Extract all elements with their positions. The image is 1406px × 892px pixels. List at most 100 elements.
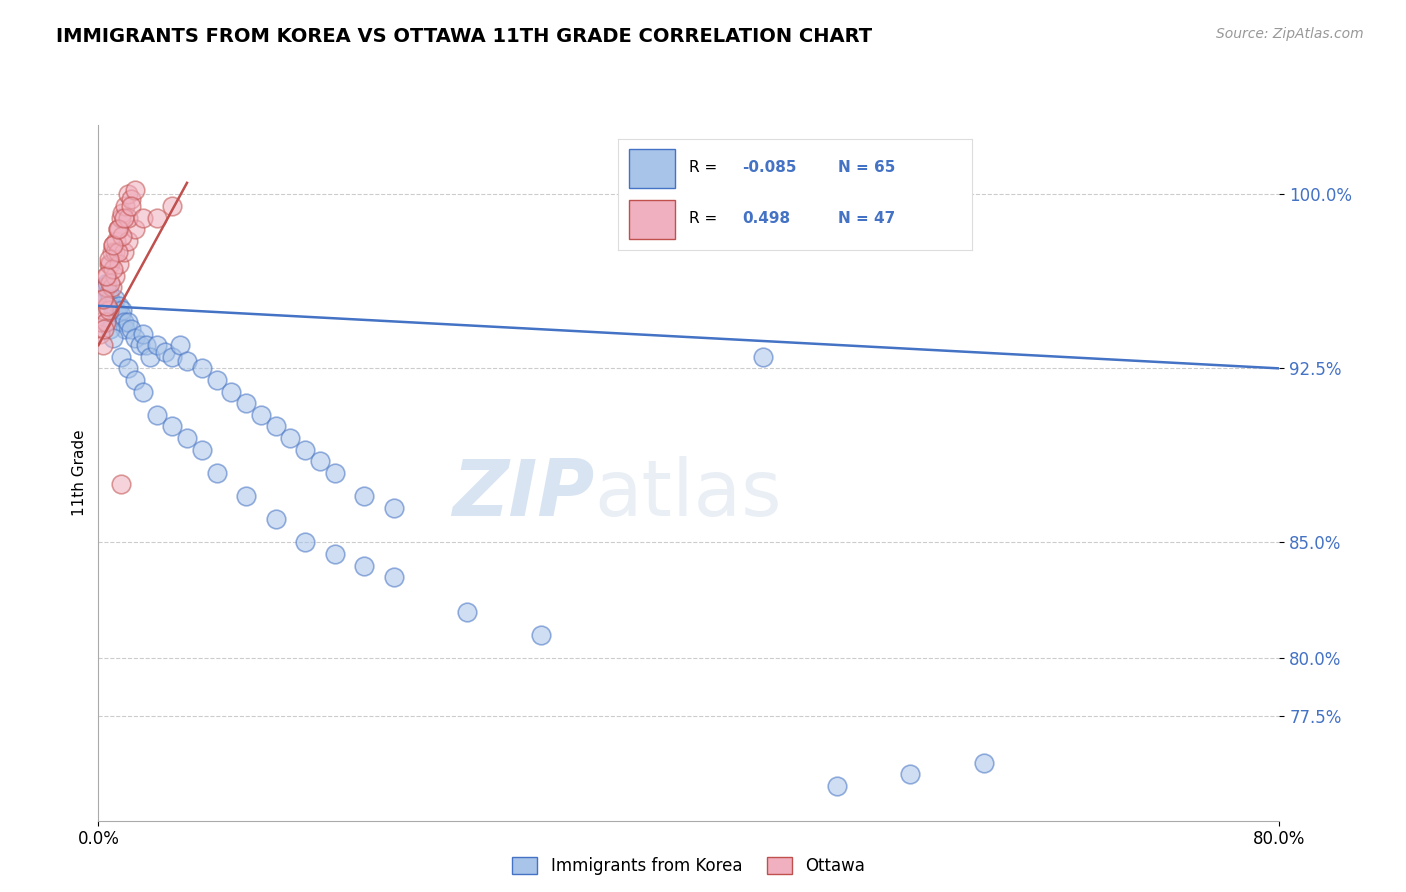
Y-axis label: 11th Grade: 11th Grade [72,429,87,516]
Point [139,350,162,364]
Point [107,245,129,260]
Point [97,303,120,318]
Point [323,547,346,561]
Point [111,229,134,244]
Point [111,206,134,220]
Point [103,238,125,252]
Point [191,442,214,457]
Point [98,257,121,271]
Point [93,322,115,336]
Point [107,308,129,322]
Point [973,756,995,770]
Point [117,187,139,202]
Point [176,431,198,445]
Point [110,350,132,364]
Point [162,350,183,364]
Point [124,183,146,197]
Point [530,628,553,642]
Point [382,570,405,584]
Point [114,199,136,213]
Point [98,276,121,290]
Point [104,292,127,306]
Point [117,361,139,376]
Point [96,299,118,313]
Point [235,489,257,503]
Point [162,199,183,213]
Point [120,322,142,336]
Point [205,466,228,480]
Point [124,373,146,387]
Point [153,345,176,359]
Point [111,303,134,318]
Point [97,252,120,267]
Point [107,222,129,236]
Point [264,512,287,526]
Legend: Immigrants from Korea, Ottawa: Immigrants from Korea, Ottawa [506,850,872,882]
Point [219,384,243,399]
Point [97,285,120,299]
Point [98,292,121,306]
Point [135,338,157,352]
Point [169,338,191,352]
Point [112,211,135,225]
Point [353,489,375,503]
Text: IMMIGRANTS FROM KOREA VS OTTAWA 11TH GRADE CORRELATION CHART: IMMIGRANTS FROM KOREA VS OTTAWA 11TH GRA… [56,27,872,45]
Point [112,245,135,260]
Point [100,245,122,260]
Point [94,268,117,283]
Point [117,234,139,248]
Point [91,303,114,318]
Point [94,315,117,329]
Point [751,350,773,364]
Point [94,315,117,329]
Point [382,500,405,515]
Point [309,454,332,468]
Point [124,222,146,236]
Point [98,322,121,336]
Point [100,299,122,313]
Point [294,535,316,549]
Point [90,315,112,329]
Text: Source: ZipAtlas.com: Source: ZipAtlas.com [1216,27,1364,41]
Point [146,408,169,422]
Point [278,431,302,445]
Point [120,192,142,206]
Point [825,779,848,793]
Point [91,292,114,306]
Point [96,268,118,283]
Point [124,331,146,345]
Text: atlas: atlas [595,456,782,532]
Point [100,280,122,294]
Point [456,605,478,619]
Point [205,373,228,387]
Point [132,211,155,225]
Point [235,396,257,410]
Text: ZIP: ZIP [453,456,595,532]
Point [900,767,922,781]
Point [105,234,128,248]
Point [120,199,142,213]
Point [191,361,214,376]
Point [93,285,115,299]
Point [110,211,132,225]
Point [90,292,112,306]
Point [97,257,120,271]
Point [110,477,132,491]
Point [104,268,127,283]
Point [94,292,117,306]
Point [146,338,169,352]
Point [294,442,316,457]
Point [128,338,150,352]
Point [108,222,131,236]
Point [176,354,198,368]
Point [112,315,135,329]
Point [104,245,127,260]
Point [105,303,128,318]
Point [250,408,273,422]
Point [103,238,125,252]
Point [108,257,131,271]
Point [114,322,136,336]
Point [117,315,139,329]
Point [264,419,287,434]
Point [91,338,114,352]
